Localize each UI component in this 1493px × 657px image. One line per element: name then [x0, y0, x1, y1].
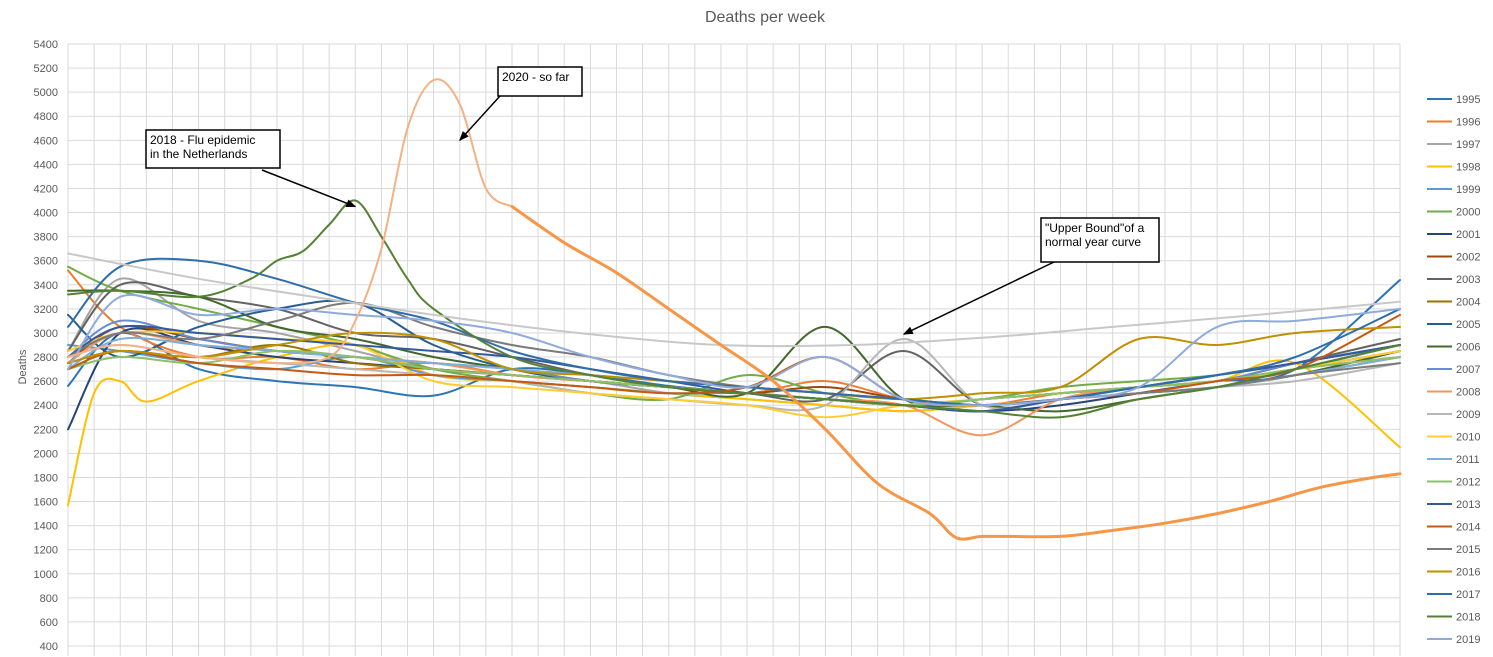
legend-label: 1998	[1456, 162, 1480, 174]
y-tick-label: 3200	[34, 304, 58, 316]
chart-title: Deaths per week	[705, 9, 826, 26]
series-lines	[67, 78, 1402, 541]
y-tick-label: 5200	[34, 63, 58, 75]
legend-label: 2008	[1456, 387, 1480, 399]
legend-label: 2017	[1456, 589, 1480, 601]
legend-label: 2013	[1456, 499, 1480, 511]
annotation-text: in the Netherlands	[150, 147, 247, 161]
series-line-2014	[67, 313, 1401, 407]
series-line-2018	[67, 199, 1401, 419]
legend-label: 2002	[1456, 252, 1480, 264]
legend-label: 2006	[1456, 342, 1480, 354]
legend-label: 2019	[1456, 634, 1480, 646]
2020-line	[67, 78, 513, 365]
annotation-box	[497, 66, 583, 97]
legend-label: 1996	[1456, 117, 1480, 129]
y-tick-labels: 400 600 800 1000 1200 1400 1600 1800 2000 2200 240…	[34, 39, 58, 653]
legend-label: 2012	[1456, 477, 1480, 489]
y-tick-label: 5000	[34, 87, 58, 99]
legend-label: 2010	[1456, 432, 1480, 444]
y-tick-label: 1400	[34, 521, 58, 533]
annotation-arrow	[902, 261, 1055, 335]
y-tick-label: 800	[40, 593, 58, 605]
y-tick-label: 4800	[34, 111, 58, 123]
y-tick-label: 4000	[34, 208, 58, 220]
annotation-box	[1040, 217, 1160, 263]
legend-label: 2001	[1456, 229, 1480, 241]
y-tick-label: 3000	[34, 328, 58, 340]
legend-label: 2007	[1456, 364, 1480, 376]
series-line-2015	[67, 301, 1401, 407]
annotation-arrow	[459, 95, 501, 142]
legend-label: 2003	[1456, 274, 1480, 286]
gridlines	[67, 43, 1401, 656]
legend-label: 1997	[1456, 139, 1480, 151]
legend-label: 2011	[1456, 454, 1480, 466]
legend: 1995 1996 1997 1998 1999 2000 2001 2002 2003 2004…	[1427, 94, 1480, 646]
y-tick-label: 5400	[34, 39, 58, 51]
annotation-text: 2020 - so far	[502, 70, 569, 84]
y-tick-label: 4400	[34, 159, 58, 171]
legend-label: 2000	[1456, 207, 1480, 219]
legend-label: 2004	[1456, 297, 1480, 309]
y-tick-label: 3600	[34, 256, 58, 268]
y-axis-title: Deaths	[17, 349, 29, 384]
legend-label: 1995	[1456, 94, 1480, 106]
y-tick-label: 4600	[34, 135, 58, 147]
y-tick-label: 2600	[34, 376, 58, 388]
y-tick-label: 1800	[34, 472, 58, 484]
y-tick-label: 3800	[34, 232, 58, 244]
y-tick-label: 1600	[34, 497, 58, 509]
annotation-box	[145, 129, 281, 169]
y-tick-label: 3400	[34, 280, 58, 292]
y-tick-label: 600	[40, 617, 58, 629]
legend-label: 2016	[1456, 567, 1480, 579]
annotation-text: "Upper Bound"of a	[1045, 221, 1145, 235]
annotation-text: normal year curve	[1045, 235, 1141, 249]
y-tick-label: 2400	[34, 400, 58, 412]
y-tick-label: 1000	[34, 569, 58, 581]
legend-label: 2015	[1456, 544, 1480, 556]
y-tick-label: 2000	[34, 448, 58, 460]
series-line-2019	[67, 294, 1401, 407]
series-line-2017	[67, 257, 1401, 407]
y-tick-label: 2200	[34, 424, 58, 436]
legend-label: 1999	[1456, 184, 1480, 196]
annotation-arrow	[261, 169, 357, 208]
y-tick-label: 4200	[34, 183, 58, 195]
2020-projection-line	[510, 205, 1402, 541]
y-tick-label: 2800	[34, 352, 58, 364]
y-tick-label: 1200	[34, 545, 58, 557]
legend-label: 2014	[1456, 522, 1480, 534]
legend-label: 2018	[1456, 612, 1480, 624]
annotation-text: 2018 - Flu epidemic	[150, 133, 255, 147]
legend-label: 2005	[1456, 319, 1480, 331]
y-tick-label: 400	[40, 641, 58, 653]
legend-label: 2009	[1456, 409, 1480, 421]
